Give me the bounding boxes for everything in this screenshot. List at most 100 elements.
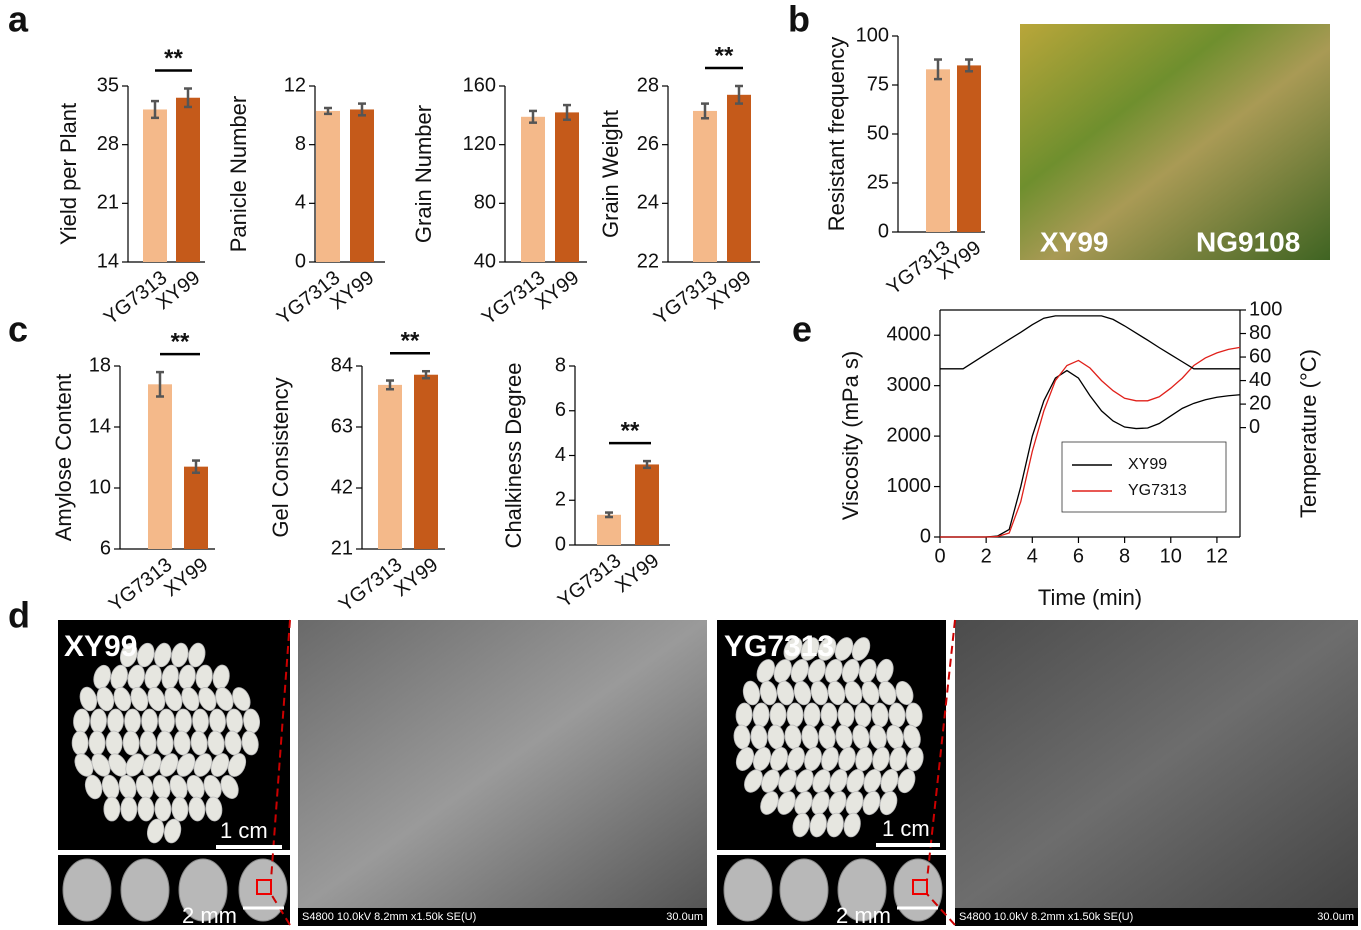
y-tick-label: 8	[555, 354, 566, 376]
y-tick-label: 63	[331, 415, 353, 437]
grain	[171, 642, 189, 668]
scale-label: 1 cm	[882, 816, 930, 841]
error-bar	[386, 379, 394, 391]
bar	[148, 384, 172, 549]
legend-label: YG7313	[1128, 482, 1187, 499]
grain	[158, 708, 175, 734]
grain	[119, 642, 138, 668]
grain	[130, 686, 149, 712]
scale-label: 1 cm	[220, 818, 268, 843]
bar	[693, 110, 717, 262]
grain	[146, 818, 165, 844]
grain	[120, 796, 138, 822]
grain	[844, 680, 863, 706]
grain	[761, 769, 780, 793]
error-bar	[529, 109, 537, 124]
y-tick-label: 100	[856, 24, 889, 46]
grain	[159, 753, 179, 777]
y-tick-label: 28	[637, 74, 659, 96]
photo-label: XY99	[64, 630, 137, 663]
grain	[176, 753, 196, 777]
grain	[124, 708, 141, 734]
y2-tick-label: 20	[1249, 392, 1271, 414]
sem-info: S4800 10.0kV 8.2mm x1.50k SE(U)	[959, 911, 1133, 923]
sem-info-bar	[955, 908, 1358, 926]
zoom-line	[926, 619, 956, 881]
grain	[803, 702, 821, 728]
sem-image	[955, 620, 1358, 910]
error-bar	[184, 87, 192, 109]
bar	[521, 116, 545, 262]
error-bar	[324, 106, 332, 116]
grain	[879, 790, 898, 816]
grain	[744, 769, 763, 793]
grain	[826, 812, 844, 838]
y-axis-label: Viscosity (mPa s)	[838, 351, 863, 521]
bar	[414, 374, 438, 549]
y-tick-label: 2	[555, 489, 566, 511]
significance: **	[401, 328, 420, 355]
bar	[176, 97, 200, 262]
series-line	[940, 369, 1241, 538]
y-tick-label: 6	[555, 399, 566, 421]
x-tick-label: 0	[934, 545, 945, 567]
y-tick-label: 10	[89, 476, 111, 498]
grain	[232, 687, 251, 711]
grain	[156, 730, 174, 756]
sem-info: S4800 10.0kV 8.2mm x1.50k SE(U)	[302, 911, 476, 923]
error-bar	[151, 99, 159, 120]
grain-closeup	[238, 858, 288, 922]
bar	[350, 109, 374, 262]
grain	[113, 686, 132, 712]
y-tick-label: 28	[97, 133, 119, 155]
legend-box	[1061, 441, 1227, 513]
grain	[820, 702, 838, 728]
y-tick-label: 120	[463, 133, 496, 155]
y2-tick-label: 80	[1249, 322, 1271, 344]
grain	[759, 680, 778, 706]
grain	[880, 768, 899, 794]
y-tick-label: 14	[97, 250, 119, 272]
panel-label: c	[8, 309, 28, 350]
grain	[137, 642, 155, 668]
bar	[926, 69, 950, 232]
panel-label: b	[788, 0, 810, 40]
y2-axis-label: Temperature (°C)	[1296, 349, 1321, 518]
grain	[807, 659, 826, 683]
grain	[93, 664, 111, 690]
photo-label: NG9108	[1196, 226, 1300, 257]
grain	[164, 818, 182, 844]
grain	[164, 686, 183, 712]
x-tick-label: 12	[1206, 545, 1228, 567]
grain	[173, 730, 191, 756]
y-axis-label: Resistant frequency	[824, 37, 849, 231]
grain	[154, 796, 172, 822]
y-tick-label: 24	[637, 192, 659, 214]
grain	[205, 796, 223, 822]
grain	[125, 753, 145, 777]
scale-label: 2 mm	[182, 903, 237, 928]
bar	[184, 466, 208, 549]
grain	[862, 790, 881, 816]
y-tick-label: 75	[867, 73, 889, 95]
grain	[786, 702, 804, 728]
grain	[846, 769, 865, 793]
y2-tick-label: 100	[1249, 298, 1282, 320]
grain	[139, 730, 157, 756]
grain	[110, 664, 128, 690]
bar	[635, 464, 659, 545]
y-tick-label: 0	[878, 220, 889, 242]
error-bar	[934, 58, 942, 81]
grain	[809, 812, 827, 838]
error-bar	[156, 370, 164, 398]
grain	[863, 769, 882, 793]
y-tick-label: 35	[97, 74, 119, 96]
sem-scale: 30.0um	[1317, 911, 1354, 923]
bar	[378, 384, 402, 549]
grain	[769, 702, 787, 728]
x-tick-label: 4	[1027, 545, 1038, 567]
grain	[193, 753, 213, 777]
panel-label: d	[8, 595, 30, 636]
grain	[122, 730, 140, 756]
x-tick-label: XY99	[611, 550, 663, 597]
